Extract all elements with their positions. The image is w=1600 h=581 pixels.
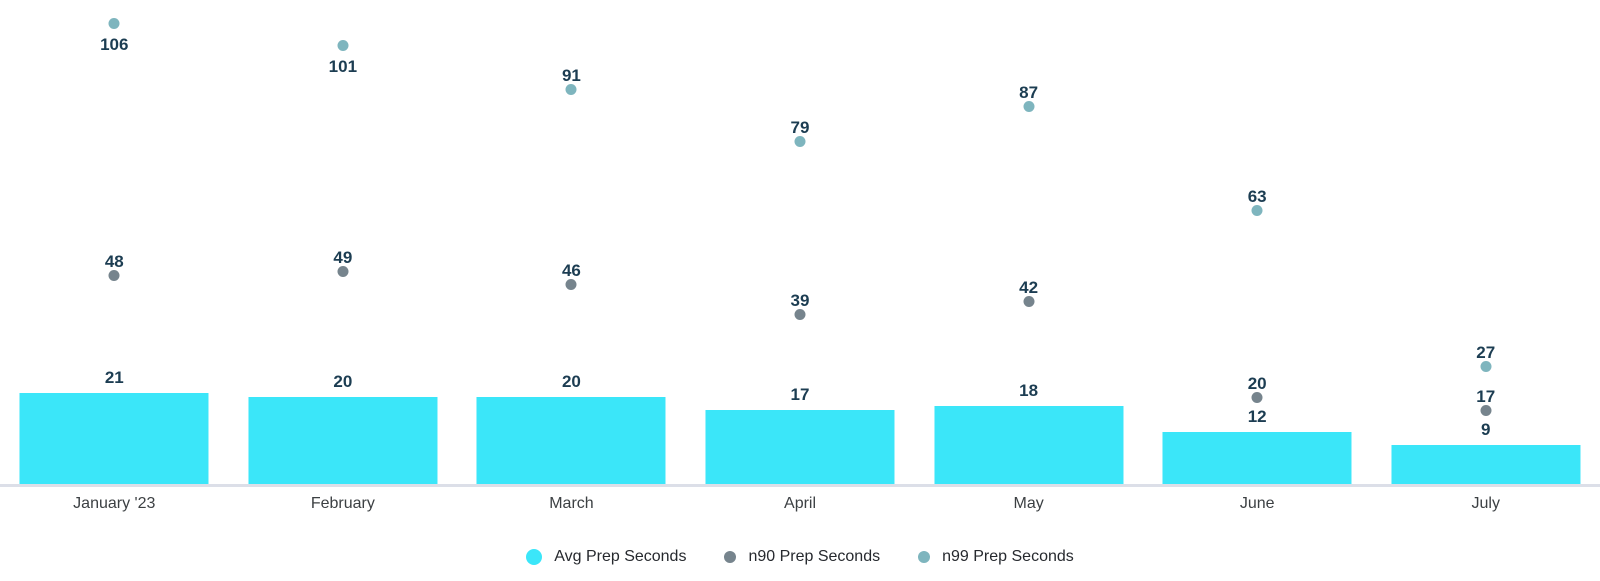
point-n90-prep-seconds[interactable] [565,278,577,290]
chart-column-january-23: 21 48 106 [0,0,229,484]
bar-avg-prep-seconds[interactable] [476,397,666,484]
point-value-label: 101 [328,56,358,76]
bar-value-label: 20 [561,372,581,392]
bar-avg-prep-seconds[interactable] [248,397,438,484]
point-value-label: 48 [104,252,124,272]
bar-avg-prep-seconds[interactable] [934,405,1124,484]
legend-label: n90 Prep Seconds [748,548,881,565]
point-value-label: 42 [1019,278,1039,298]
chart-column-may: 18 42 87 [914,0,1143,484]
point-value-label: 46 [561,260,581,280]
x-axis-label: May [1013,495,1044,512]
x-axis-label: July [1471,495,1500,512]
x-axis-labels: January '23 February March April May June July [0,494,1600,513]
bar-avg-prep-seconds[interactable] [705,410,895,484]
x-axis-label: January '23 [73,495,156,512]
point-n90-prep-seconds[interactable] [1251,391,1263,403]
x-axis-label: February [310,495,375,512]
legend-swatch [724,550,737,563]
point-n90-prep-seconds[interactable] [794,309,806,321]
point-value-label: 49 [333,247,353,267]
legend-swatch [526,548,543,565]
plot-area: 21 48 106 20 49 101 20 46 91 17 39 79 18 42 87 12 20 63 9 1… [0,0,1600,484]
point-n90-prep-seconds[interactable] [1023,296,1035,308]
x-axis-label: June [1239,495,1275,512]
point-n99-prep-seconds[interactable] [1023,100,1035,112]
chart-column-july: 9 17 27 [1371,0,1600,484]
x-axis-label: April [784,495,817,512]
point-value-label: 63 [1247,187,1267,207]
legend-item-n90-prep-seconds[interactable]: n90 Prep Seconds [724,547,880,566]
legend-label: n99 Prep Seconds [942,548,1074,565]
bar-value-label: 9 [1481,419,1491,439]
point-n99-prep-seconds[interactable] [565,83,577,95]
chart-column-april: 17 39 79 [686,0,915,484]
point-value-label: 27 [1476,343,1496,363]
legend-item-avg-prep-seconds[interactable]: Avg Prep Seconds [526,547,686,566]
point-value-label: 91 [561,65,581,85]
point-value-label: 87 [1019,82,1039,102]
point-n99-prep-seconds[interactable] [1480,361,1492,373]
point-n99-prep-seconds[interactable] [794,135,806,147]
chart-column-march: 20 46 91 [457,0,686,484]
point-n90-prep-seconds[interactable] [108,270,120,282]
bar-avg-prep-seconds[interactable] [1391,444,1581,484]
point-n99-prep-seconds[interactable] [1251,205,1263,217]
point-value-label: 106 [100,34,129,54]
bar-value-label: 20 [333,372,353,392]
legend-item-n99-prep-seconds[interactable]: n99 Prep Seconds [918,547,1074,566]
point-value-label: 17 [1476,386,1496,406]
point-n90-prep-seconds[interactable] [337,265,349,277]
bar-value-label: 18 [1019,380,1039,400]
chart-column-february: 20 49 101 [229,0,458,484]
x-axis-label: March [549,495,594,512]
bar-avg-prep-seconds[interactable] [19,392,209,484]
point-value-label: 20 [1247,373,1267,393]
bar-value-label: 12 [1247,406,1267,426]
legend-swatch [918,550,931,563]
legend-label: Avg Prep Seconds [554,548,687,565]
point-value-label: 39 [790,291,810,311]
point-n90-prep-seconds[interactable] [1480,404,1492,416]
point-n99-prep-seconds[interactable] [108,18,120,30]
bar-value-label: 17 [790,385,810,405]
chart-column-june: 12 20 63 [1143,0,1372,484]
point-value-label: 79 [790,117,810,137]
bar-value-label: 21 [104,367,124,387]
x-axis-line [0,484,1600,487]
legend: Avg Prep Seconds n90 Prep Seconds n99 Prep… [0,547,1600,566]
point-n99-prep-seconds[interactable] [337,40,349,52]
bar-avg-prep-seconds[interactable] [1162,431,1352,484]
